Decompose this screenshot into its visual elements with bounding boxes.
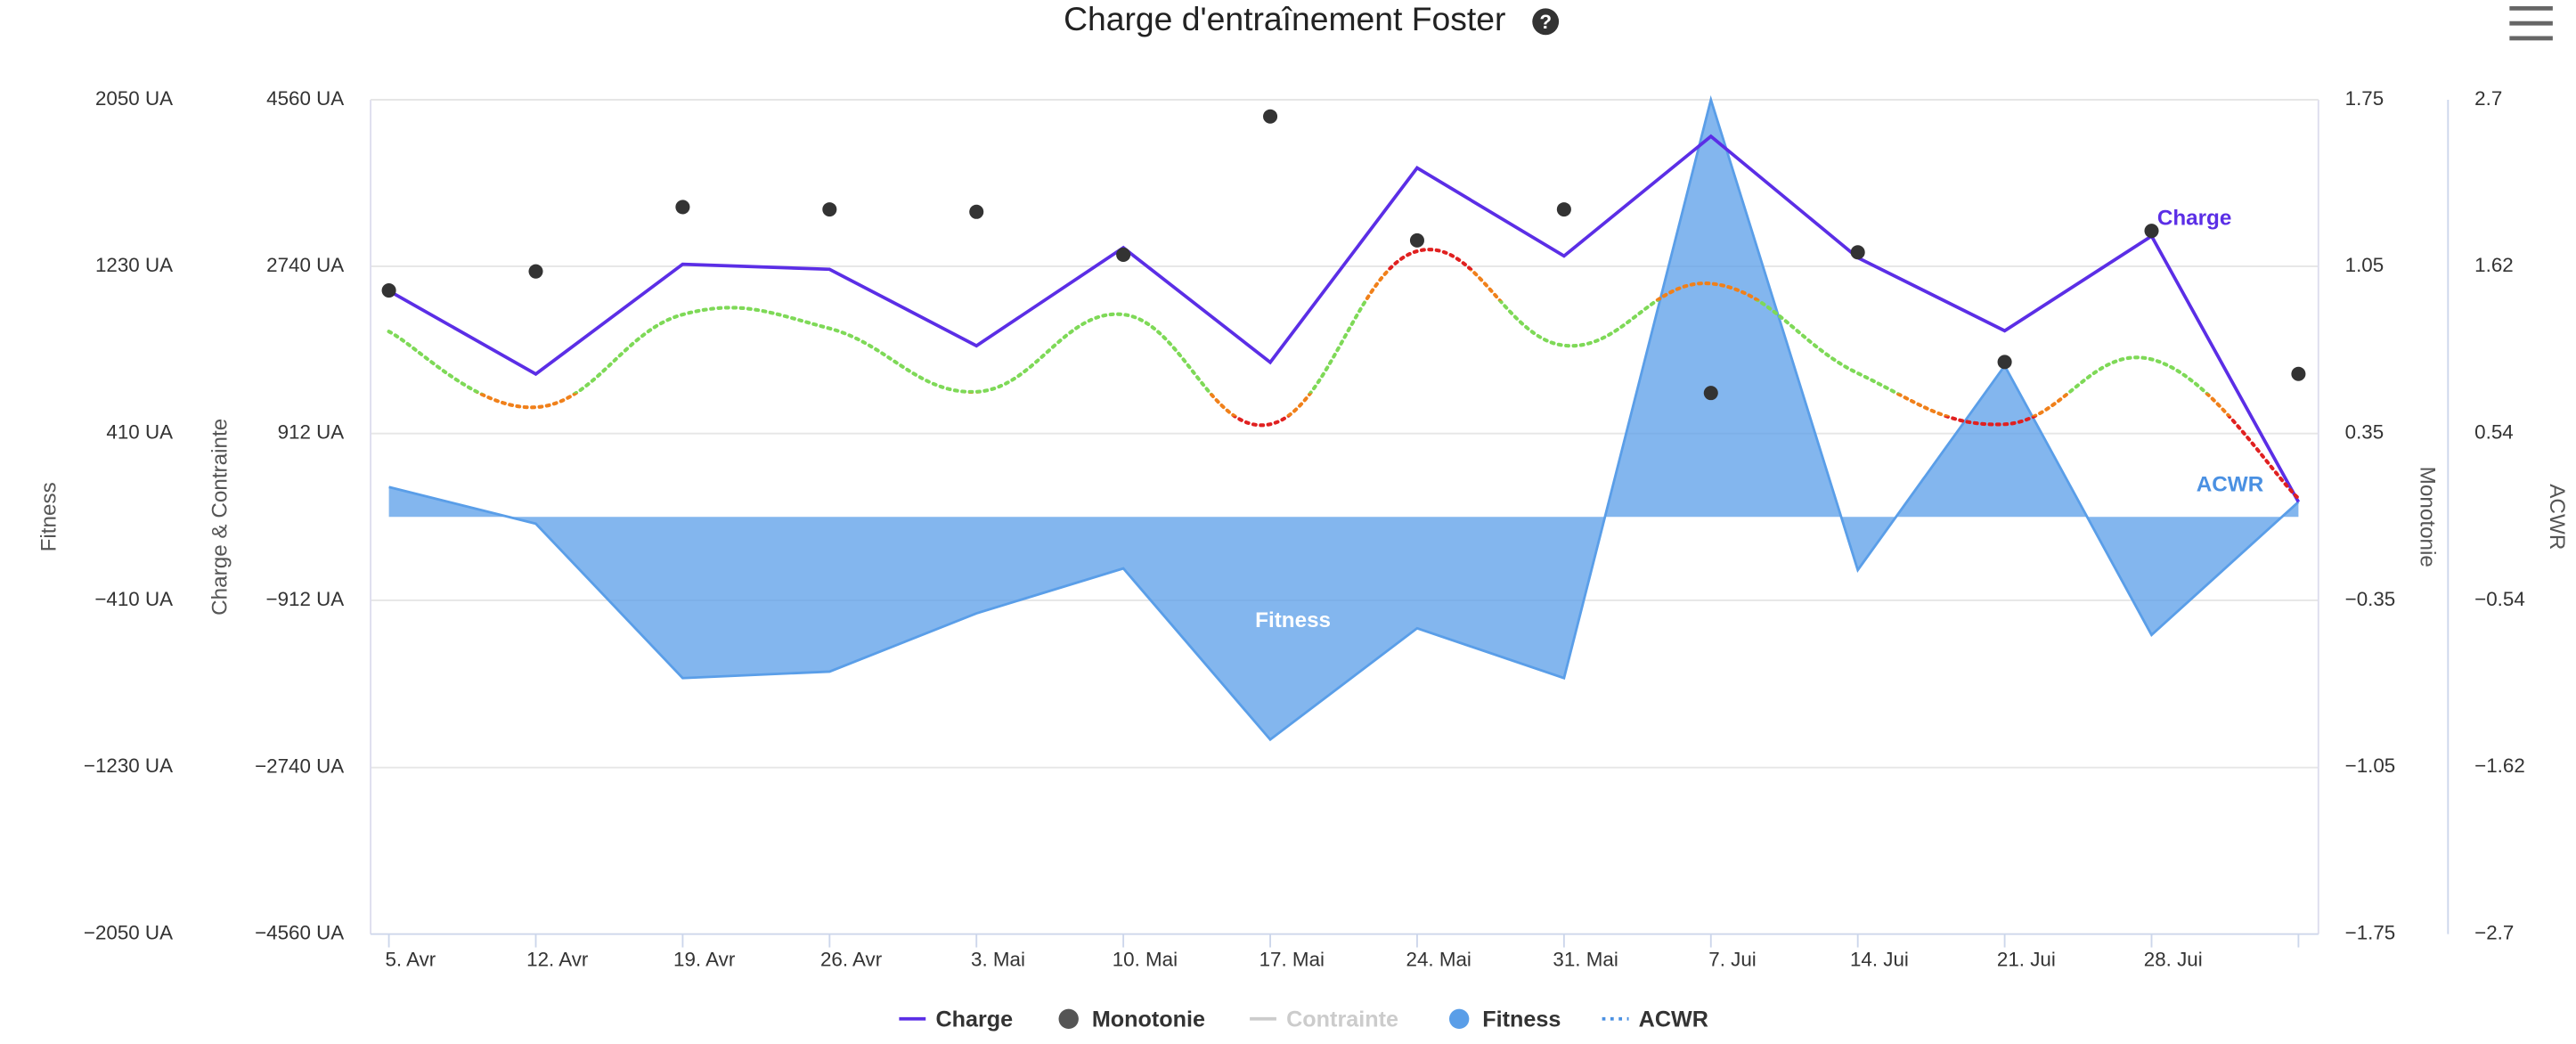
- y2-tick-label: 1230 UA: [95, 254, 173, 276]
- y3-tick-label: 0.35: [2345, 421, 2384, 444]
- x-tick-label: 7. Jui: [1708, 948, 1756, 970]
- y2-tick-label: −2050 UA: [84, 922, 173, 944]
- axis-title: ACWR: [2545, 484, 2569, 550]
- y4-tick-label: −0.54: [2474, 588, 2525, 610]
- x-tick-label: 28. Jui: [2144, 948, 2203, 970]
- y2-tick-label: −1230 UA: [84, 754, 173, 777]
- series-label: Fitness: [1255, 608, 1331, 632]
- monotonie-point: [528, 264, 543, 279]
- monotonie-point: [381, 283, 396, 298]
- x-tick-label: 31. Mai: [1553, 948, 1618, 970]
- monotonie-point: [1556, 202, 1571, 217]
- axis-title: Monotonie: [2416, 467, 2440, 567]
- x-tick-label: 3. Mai: [971, 948, 1025, 970]
- monotonie-point: [675, 200, 690, 215]
- monotonie-point: [1997, 355, 2012, 370]
- y-tick-label: 4560 UA: [266, 87, 344, 110]
- fitness-area: [388, 99, 2299, 740]
- monotonie-point: [1116, 247, 1131, 262]
- series-label: Charge: [2157, 207, 2232, 231]
- acwr-line: [387, 248, 2301, 501]
- y4-tick-label: 1.62: [2474, 254, 2514, 276]
- x-tick-label: 14. Jui: [1850, 948, 1909, 970]
- svg-text:?: ?: [1539, 11, 1552, 33]
- y3-tick-label: −1.05: [2345, 754, 2396, 777]
- monotonie-point: [822, 202, 837, 217]
- y4-tick-label: 2.7: [2474, 87, 2502, 110]
- chart-title: Charge d'entraînement Foster: [1064, 0, 1505, 37]
- axis-title: Charge & Contrainte: [208, 419, 232, 616]
- monotonie-point: [2291, 366, 2306, 381]
- legend-symbol: [1448, 1008, 1470, 1029]
- fitness-line: [388, 94, 2300, 742]
- series-label: ACWR: [2197, 472, 2264, 496]
- y-tick-label: −2740 UA: [255, 755, 344, 778]
- y2-tick-label: −410 UA: [94, 588, 173, 610]
- x-tick-label: 19. Avr: [673, 948, 736, 970]
- y-tick-label: 2740 UA: [266, 254, 344, 276]
- y3-tick-label: 1.75: [2345, 87, 2384, 110]
- menu-button[interactable]: [2509, 5, 2553, 41]
- monotonie-point: [1409, 232, 1424, 248]
- legend-label: Charge: [935, 1007, 1013, 1032]
- legend-symbol: [1058, 1008, 1079, 1029]
- legend-label: Monotonie: [1092, 1007, 1205, 1032]
- y2-tick-label: 2050 UA: [95, 87, 173, 110]
- x-tick-label: 10. Mai: [1113, 948, 1178, 970]
- legend-label: Contrainte: [1286, 1007, 1398, 1032]
- monotonie-point: [1703, 386, 1718, 401]
- monotonie-point: [1263, 109, 1278, 124]
- y3-tick-label: 1.05: [2345, 254, 2384, 276]
- x-tick-label: 5. Avr: [385, 948, 436, 970]
- x-tick-label: 24. Mai: [1406, 948, 1471, 970]
- y4-tick-label: −2.7: [2474, 922, 2514, 944]
- monotonie-point: [1850, 245, 1865, 260]
- x-tick-label: 26. Avr: [820, 948, 883, 970]
- x-tick-label: 12. Avr: [526, 948, 589, 970]
- axis-title: Fitness: [37, 482, 61, 551]
- y4-tick-label: −1.62: [2474, 754, 2525, 777]
- y4-tick-label: 0.54: [2474, 421, 2514, 444]
- x-tick-label: 17. Mai: [1259, 948, 1325, 970]
- legend-label: ACWR: [1639, 1007, 1708, 1032]
- y3-tick-label: −1.75: [2345, 922, 2396, 944]
- y-tick-label: −4560 UA: [255, 922, 344, 944]
- charge-line: [387, 134, 2301, 503]
- help-icon[interactable]: ?: [1532, 8, 1560, 36]
- monotonie-point: [2144, 224, 2159, 239]
- y-tick-label: 912 UA: [278, 421, 345, 444]
- legend-label: Fitness: [1482, 1007, 1561, 1032]
- y2-tick-label: 410 UA: [106, 421, 173, 444]
- x-tick-label: 21. Jui: [1997, 948, 2056, 970]
- y-tick-label: −912 UA: [266, 588, 345, 610]
- monotonie-point: [969, 204, 984, 219]
- y3-tick-label: −0.35: [2345, 588, 2396, 610]
